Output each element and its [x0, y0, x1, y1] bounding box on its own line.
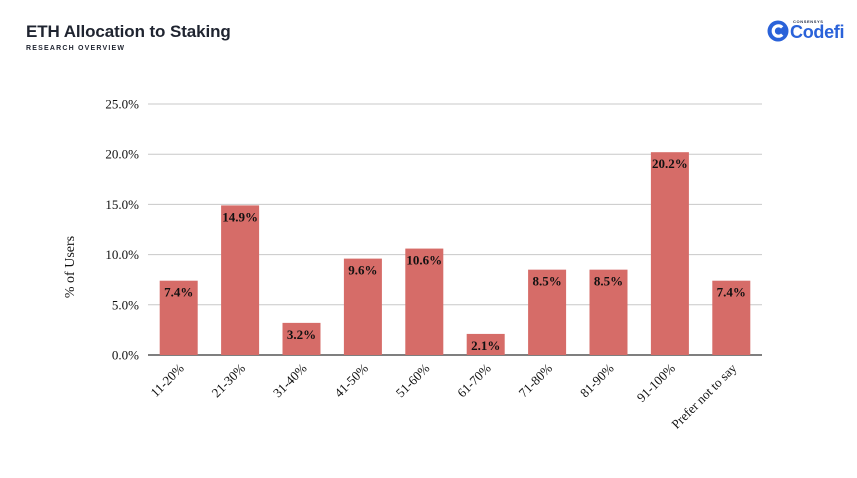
- bar: [589, 269, 628, 355]
- y-tick-label: 10.0%: [105, 247, 139, 262]
- bar-data-label: 20.2%: [652, 156, 688, 171]
- bar-data-label: 10.6%: [406, 253, 442, 268]
- bar: [650, 152, 689, 355]
- logo-word: Codefi: [790, 22, 845, 42]
- codefi-c-logo-icon: [767, 20, 789, 42]
- y-axis-ticks: 0.0% 5.0% 10.0% 15.0% 20.0% 25.0%: [105, 97, 139, 363]
- bar: [466, 333, 505, 355]
- x-tick-label: Prefer not to say: [668, 360, 739, 431]
- codefi-logo: CONSENSYS Codefi: [767, 16, 845, 46]
- y-tick-label: 15.0%: [105, 197, 139, 212]
- x-tick-label: 11-20%: [147, 360, 186, 399]
- header: ETH Allocation to Staking RESEARCH OVERV…: [26, 22, 231, 52]
- bars: [159, 152, 751, 355]
- page-subtitle: RESEARCH OVERVIEW: [26, 45, 126, 52]
- bar-data-label: 2.1%: [471, 338, 500, 353]
- x-tick-label: 91-100%: [634, 360, 678, 404]
- bar: [282, 322, 321, 355]
- bar-data-label: 3.2%: [287, 327, 316, 342]
- logo-small-text: CONSENSYS: [793, 19, 824, 24]
- y-tick-label: 0.0%: [112, 348, 139, 363]
- x-tick-label: 31-40%: [270, 360, 310, 400]
- data-labels: 7.4% 14.9% 3.2% 9.6% 10.6% 2.1% 8.5% 8.5% 20.2% 7…: [164, 156, 746, 353]
- bar: [712, 280, 751, 355]
- x-tick-label: 81-90%: [577, 360, 617, 400]
- bar: [405, 248, 444, 355]
- x-tick-label: 41-50%: [331, 360, 371, 400]
- y-tick-label: 5.0%: [112, 297, 139, 312]
- bar: [221, 205, 260, 355]
- x-tick-label: 71-80%: [516, 360, 556, 400]
- x-tick-label: 21-30%: [209, 360, 249, 400]
- bar-data-label: 9.6%: [348, 263, 377, 278]
- page-title: ETH Allocation to Staking: [26, 22, 231, 41]
- y-axis-title: % of Users: [63, 236, 78, 298]
- x-tick-label: 61-70%: [454, 360, 494, 400]
- x-tick-label: 51-60%: [393, 360, 433, 400]
- bar-data-label: 8.5%: [532, 274, 561, 289]
- bar: [528, 269, 567, 355]
- bar-data-label: 7.4%: [164, 285, 193, 300]
- bar-data-label: 8.5%: [594, 274, 623, 289]
- y-tick-label: 20.0%: [105, 147, 139, 162]
- bar-data-label: 7.4%: [717, 285, 746, 300]
- bar-data-label: 14.9%: [222, 209, 258, 224]
- x-axis-ticks: 11-20% 21-30% 31-40% 41-50% 51-60% 61-70% 71-8…: [147, 360, 739, 431]
- y-tick-label: 25.0%: [105, 97, 139, 112]
- bar: [343, 258, 382, 355]
- bar: [159, 280, 198, 355]
